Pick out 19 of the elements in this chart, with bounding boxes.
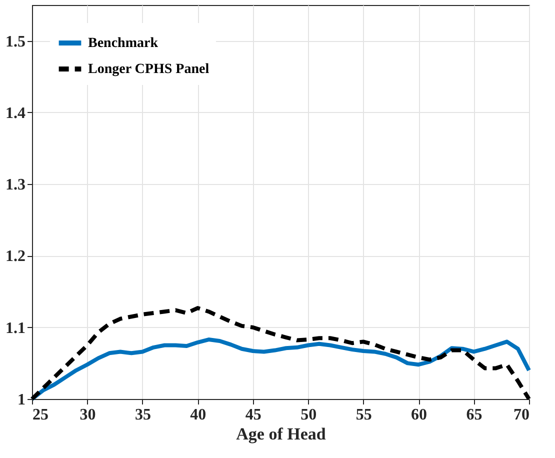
x-tick-label: 40: [190, 406, 206, 424]
y-tick-label: 1.5: [6, 33, 26, 50]
x-tick-label: 60: [411, 406, 428, 424]
x-axis-title: Age of Head: [236, 424, 326, 444]
y-tick-label: 1: [18, 392, 26, 408]
x-tick-label: 45: [245, 406, 262, 424]
legend-label: Longer CPHS Panel: [88, 62, 210, 77]
legend-label: Benchmark: [88, 36, 158, 51]
x-tick-label: 30: [80, 406, 96, 424]
y-tick-label: 1.1: [6, 320, 26, 337]
x-tick-label: 50: [300, 406, 317, 424]
y-tick-label: 1.4: [6, 104, 26, 122]
y-tick-label: 1.2: [6, 248, 26, 266]
x-tick-label: 55: [356, 406, 372, 424]
x-tick-label: 35: [134, 406, 151, 424]
x-tick-label: 70: [514, 406, 530, 424]
x-tick-label: 65: [466, 406, 482, 424]
y-tick-label: 1.3: [6, 176, 26, 194]
x-tick-label: 25: [32, 406, 48, 424]
